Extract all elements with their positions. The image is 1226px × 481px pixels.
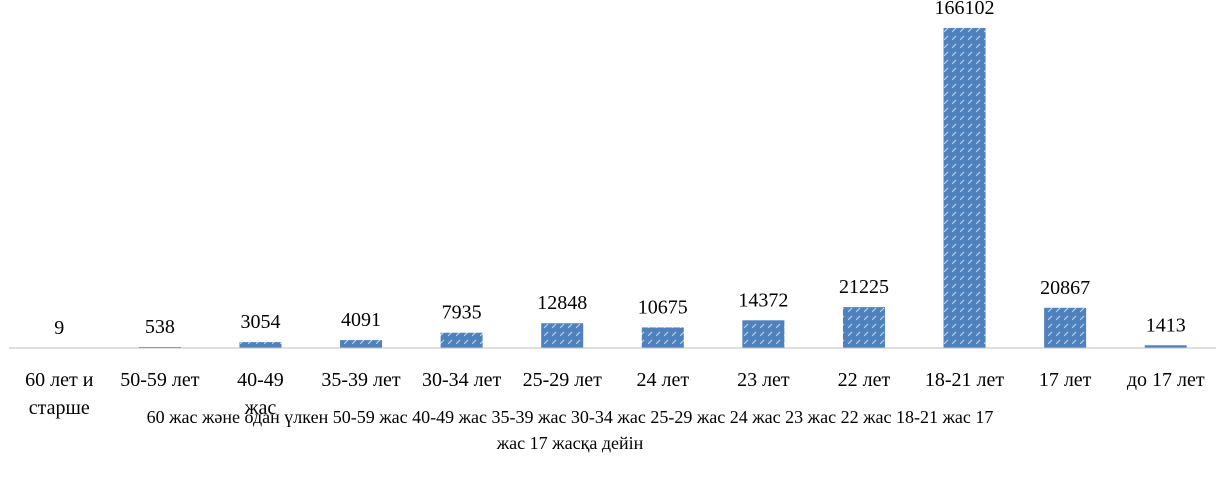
x-tick-label: 18-21 лет xyxy=(924,369,1005,391)
value-label: 4091 xyxy=(341,309,381,331)
x-tick-label: 60 лет и старше xyxy=(25,369,94,419)
bar xyxy=(340,340,383,348)
bar xyxy=(842,307,885,348)
bar xyxy=(239,342,282,348)
bar xyxy=(943,28,986,349)
value-label: 166102 xyxy=(935,0,995,19)
x-tick-label: до 17 лет xyxy=(1126,369,1205,391)
x-tick-label: 50-59 лет xyxy=(120,369,200,391)
x-tick-label: 17 лет xyxy=(1038,369,1092,391)
value-label: 21225 xyxy=(839,276,889,298)
value-label: 10675 xyxy=(638,296,688,318)
value-label: 538 xyxy=(145,316,175,338)
value-label: 7935 xyxy=(442,302,482,324)
x-tick-label: 35-39 лет xyxy=(321,369,401,391)
x-tick-label: 40-49 жас xyxy=(237,369,284,419)
x-tick-label: 22 лет xyxy=(837,369,891,391)
value-label: 1413 xyxy=(1146,314,1186,336)
x-tick-label: 25-29 лет xyxy=(522,369,602,391)
x-tick-label: 30-34 лет xyxy=(421,369,502,391)
bar xyxy=(1044,307,1087,348)
bar xyxy=(742,320,785,348)
bar xyxy=(541,323,584,348)
bar xyxy=(440,332,483,348)
x-tick-label: 23 лет xyxy=(737,369,790,391)
value-label: 20867 xyxy=(1040,277,1090,299)
x-axis-label: 60 жас және одан үлкен 50-59 жас 40-49 ж… xyxy=(146,407,994,453)
bar xyxy=(1144,345,1187,348)
x-tick-label: 24 лет xyxy=(636,369,690,391)
bar xyxy=(641,327,684,348)
value-label: 14372 xyxy=(738,289,788,311)
value-label: 12848 xyxy=(537,292,587,314)
value-label: 3054 xyxy=(240,311,280,333)
value-label: 9 xyxy=(54,317,64,339)
bar xyxy=(138,346,181,348)
